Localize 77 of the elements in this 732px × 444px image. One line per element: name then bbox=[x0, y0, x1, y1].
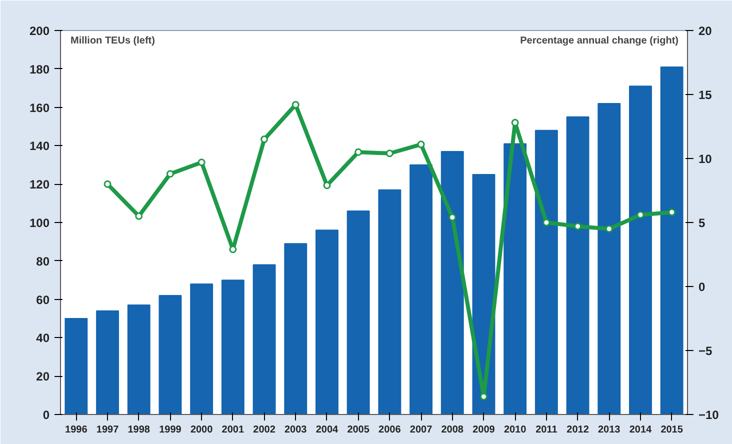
point bbox=[511, 118, 519, 126]
x-tick-label: 2005 bbox=[347, 424, 370, 436]
y-tick-label: 120 bbox=[29, 178, 50, 192]
y-tick-label: 0 bbox=[42, 408, 50, 422]
x-tick-label: 2009 bbox=[472, 424, 496, 436]
bar bbox=[252, 264, 276, 414]
y-tick-label: 20 bbox=[36, 370, 50, 384]
bar bbox=[534, 130, 558, 414]
y-tick-label: 160 bbox=[29, 100, 50, 115]
x-tick-label: 2006 bbox=[378, 424, 402, 436]
y2-tick-label: 20 bbox=[698, 24, 712, 38]
y-tick-label: 100 bbox=[29, 216, 50, 230]
point bbox=[166, 170, 174, 178]
point bbox=[448, 214, 456, 222]
y2-axis-title: Percentage annual change (right) bbox=[520, 36, 679, 46]
x-tick-label: 1996 bbox=[65, 424, 88, 436]
point bbox=[354, 148, 362, 156]
x-tick-label: 2015 bbox=[660, 424, 684, 436]
point bbox=[668, 208, 676, 216]
bar bbox=[221, 280, 244, 414]
bar bbox=[316, 230, 338, 414]
point bbox=[260, 136, 268, 144]
y2-tick-label: −5 bbox=[698, 344, 713, 358]
point bbox=[417, 140, 425, 148]
point bbox=[542, 218, 550, 226]
x-tick-label: 2007 bbox=[410, 424, 433, 436]
y-tick-label: 80 bbox=[36, 254, 50, 268]
point bbox=[574, 222, 582, 230]
bar bbox=[410, 164, 432, 414]
bar bbox=[284, 243, 308, 414]
x-tick-label: 2013 bbox=[598, 424, 621, 436]
x-tick-label: 2012 bbox=[566, 424, 590, 436]
bar bbox=[378, 189, 402, 414]
bar bbox=[660, 66, 684, 414]
bar bbox=[346, 210, 370, 414]
point bbox=[198, 158, 206, 166]
x-tick-label: 1999 bbox=[159, 424, 182, 436]
point bbox=[135, 212, 143, 220]
point bbox=[605, 225, 613, 233]
x-tick-label: 2000 bbox=[190, 424, 214, 436]
bar bbox=[158, 294, 182, 414]
x-tick-label: 2001 bbox=[222, 424, 244, 436]
point bbox=[636, 211, 644, 219]
x-tick-label: 2010 bbox=[504, 424, 527, 436]
y-tick-label: 180 bbox=[29, 62, 50, 76]
y-tick-label: 200 bbox=[29, 24, 50, 38]
bar bbox=[64, 318, 88, 414]
bar bbox=[504, 143, 527, 414]
y2-tick-label: 15 bbox=[698, 88, 712, 102]
bar bbox=[190, 283, 214, 414]
point bbox=[480, 392, 488, 400]
y2-tick-label: −10 bbox=[698, 408, 720, 422]
x-tick-label: 1998 bbox=[128, 424, 150, 436]
x-tick-label: 2011 bbox=[536, 424, 558, 436]
y-tick-label: 40 bbox=[36, 331, 50, 346]
bar bbox=[566, 116, 590, 414]
x-tick-label: 2008 bbox=[441, 424, 464, 436]
y-axis-title: Million TEUs (left) bbox=[70, 36, 155, 46]
point bbox=[323, 182, 331, 190]
x-tick-label: 2014 bbox=[629, 424, 652, 436]
bar bbox=[440, 150, 464, 414]
x-tick-label: 2004 bbox=[316, 424, 339, 436]
point bbox=[386, 150, 394, 158]
bar bbox=[629, 86, 652, 414]
y2-tick-label: 5 bbox=[698, 216, 706, 230]
y2-tick-label: 0 bbox=[698, 280, 706, 294]
y2-tick-label: 10 bbox=[698, 152, 712, 166]
bar bbox=[96, 310, 119, 414]
point bbox=[104, 180, 112, 188]
y-tick-label: 140 bbox=[29, 139, 50, 154]
x-tick-label: 2002 bbox=[253, 424, 276, 436]
bar bbox=[127, 304, 150, 414]
x-tick-label: 1997 bbox=[96, 424, 120, 436]
y-tick-label: 60 bbox=[36, 292, 50, 307]
point bbox=[229, 246, 237, 254]
x-tick-label: 2003 bbox=[284, 424, 308, 436]
bar bbox=[598, 102, 621, 414]
